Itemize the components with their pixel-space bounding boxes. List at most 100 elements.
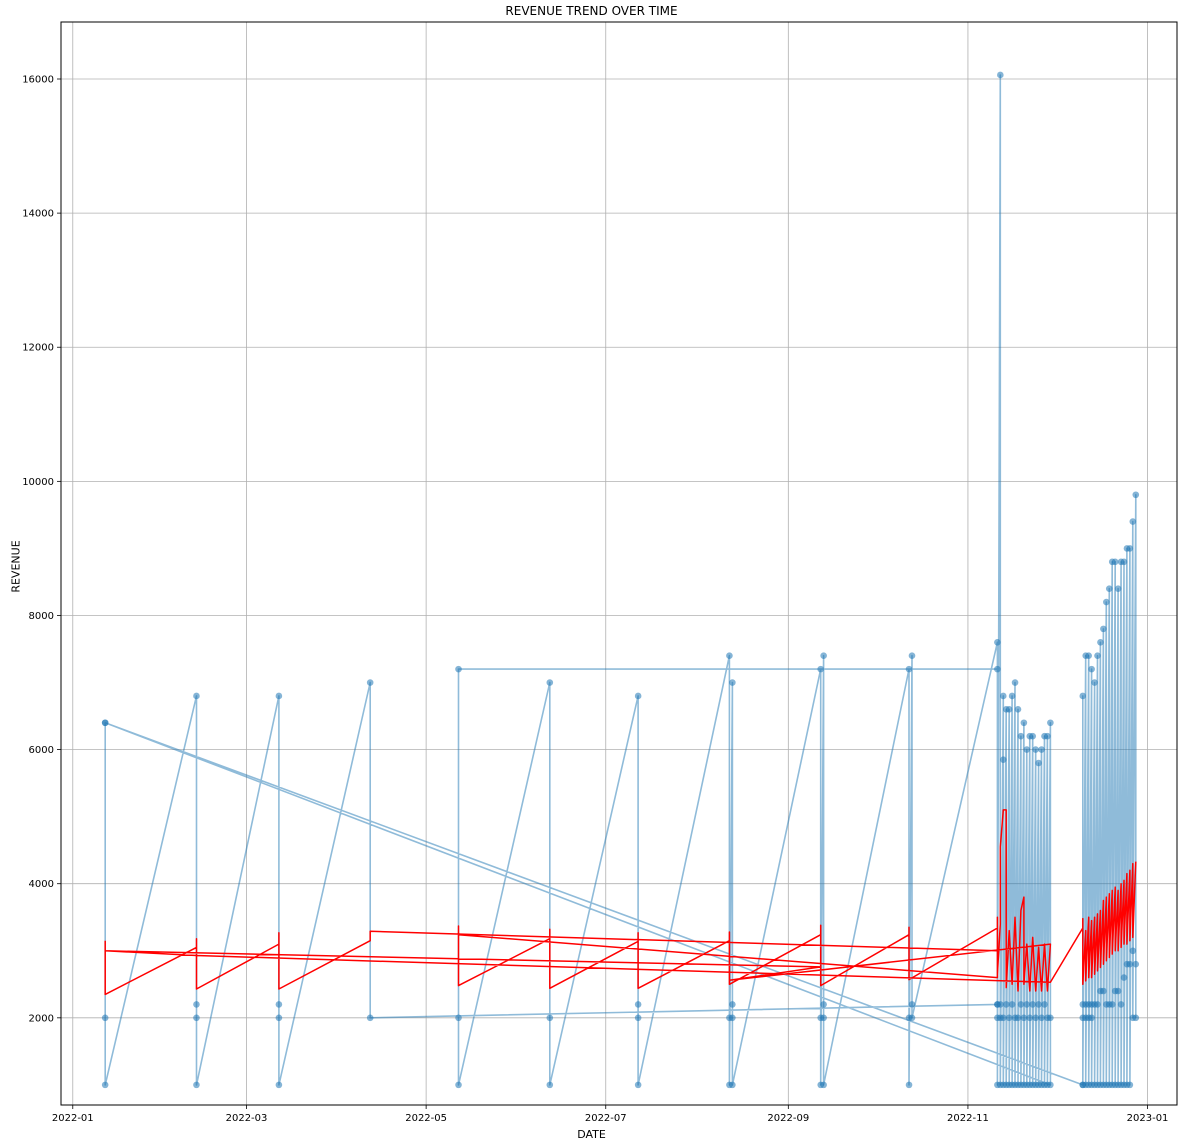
revenue-point <box>1026 1014 1034 1022</box>
revenue-point <box>820 652 827 660</box>
revenue-point <box>275 1014 283 1022</box>
revenue-point <box>729 1001 736 1008</box>
revenue-point <box>1094 652 1101 660</box>
revenue-point <box>101 1081 109 1089</box>
revenue-point <box>1126 1081 1134 1089</box>
y-tick-label: 10000 <box>22 477 54 488</box>
revenue-point <box>1132 1014 1140 1022</box>
revenue-point <box>1032 1014 1039 1022</box>
x-tick-label: 2022-01 <box>52 1113 94 1124</box>
revenue-point <box>1120 558 1128 566</box>
revenue-point <box>546 1081 554 1089</box>
plot-frame <box>60 21 1178 1106</box>
grid-layer <box>61 22 1177 1105</box>
revenue-point <box>999 756 1007 763</box>
revenue-point <box>1129 518 1137 525</box>
revenue-point <box>455 1014 462 1022</box>
revenue-point <box>193 1081 200 1089</box>
revenue-point <box>999 1014 1007 1022</box>
y-tick-label: 2000 <box>29 1013 54 1024</box>
axis-layer: 2022-01 2022-03 2022-05 2022-07 2022-09 2022-… <box>22 75 1168 1125</box>
revenue-point <box>1011 679 1019 686</box>
revenue-point <box>1120 974 1128 981</box>
revenue-point <box>193 692 200 700</box>
revenue-point <box>820 1081 827 1089</box>
revenue-point <box>1100 987 1107 995</box>
x-tick-label: 2023-01 <box>1127 1113 1169 1124</box>
revenue-series-line <box>104 74 1137 1086</box>
revenue-point <box>1111 558 1119 566</box>
revenue-point <box>1035 1001 1042 1008</box>
revenue-point <box>1008 1001 1016 1008</box>
revenue-point <box>1035 759 1042 767</box>
revenue-point <box>997 1001 1004 1008</box>
revenue-point <box>1117 1001 1125 1008</box>
revenue-point <box>1020 719 1028 727</box>
revenue-point <box>999 692 1007 700</box>
revenue-point <box>1014 706 1022 713</box>
revenue-point <box>193 1001 200 1008</box>
revenue-point <box>1126 960 1134 968</box>
revenue-point <box>455 1081 462 1089</box>
revenue-point <box>1017 732 1025 740</box>
x-tick-label: 2022-11 <box>947 1113 989 1124</box>
revenue-point <box>1091 679 1098 686</box>
revenue-point <box>1088 1014 1095 1022</box>
revenue-point <box>1114 987 1122 995</box>
revenue-point <box>1029 1001 1037 1008</box>
revenue-point <box>101 1014 109 1022</box>
revenue-point <box>546 679 554 686</box>
revenue-point <box>1085 652 1092 660</box>
series-layer <box>101 71 1140 1089</box>
revenue-point <box>1005 1014 1013 1022</box>
revenue-point <box>1094 1001 1101 1008</box>
chart-title: REVENUE TREND OVER TIME <box>505 4 678 18</box>
revenue-point <box>1038 746 1045 753</box>
revenue-point <box>366 1014 374 1022</box>
revenue-point <box>275 1081 283 1089</box>
revenue-point <box>997 71 1004 79</box>
revenue-point <box>634 1001 642 1008</box>
x-axis-label: DATE <box>577 1128 606 1141</box>
revenue-point <box>908 1014 916 1022</box>
trend-series-line <box>104 809 1137 996</box>
revenue-point <box>1002 1001 1010 1008</box>
revenue-point <box>1005 706 1013 713</box>
y-tick-label: 4000 <box>29 879 54 890</box>
revenue-point <box>1100 625 1107 633</box>
x-tick-label: 2022-07 <box>585 1113 627 1124</box>
y-tick-label: 14000 <box>22 209 54 220</box>
revenue-point <box>1126 545 1134 552</box>
revenue-point <box>1108 1001 1116 1008</box>
revenue-point <box>1008 692 1016 700</box>
y-tick-label: 6000 <box>29 745 54 756</box>
revenue-point <box>1047 719 1054 727</box>
revenue-point <box>1032 746 1039 753</box>
revenue-point <box>820 1014 827 1022</box>
revenue-point <box>994 665 1001 673</box>
revenue-point <box>908 652 916 660</box>
revenue-point <box>820 1001 827 1008</box>
revenue-point <box>1079 692 1087 700</box>
revenue-point <box>101 719 109 727</box>
y-tick-label: 8000 <box>29 611 54 622</box>
revenue-point <box>1047 1081 1054 1089</box>
revenue-point <box>905 665 913 673</box>
revenue-point <box>366 679 374 686</box>
revenue-point <box>634 1014 642 1022</box>
revenue-point <box>1017 1001 1025 1008</box>
revenue-point <box>1103 598 1110 606</box>
revenue-point <box>1114 585 1122 592</box>
revenue-point <box>1023 746 1031 753</box>
revenue-point <box>729 679 736 686</box>
revenue-point <box>193 1014 200 1022</box>
revenue-point <box>1132 491 1140 499</box>
revenue-point <box>1088 665 1095 673</box>
revenue-point <box>994 638 1001 646</box>
revenue-point <box>1132 960 1140 968</box>
revenue-point <box>455 665 462 673</box>
revenue-point <box>1047 1014 1054 1022</box>
x-tick-label: 2022-03 <box>226 1113 268 1124</box>
revenue-point <box>1014 1014 1022 1022</box>
revenue-point <box>729 1014 736 1022</box>
